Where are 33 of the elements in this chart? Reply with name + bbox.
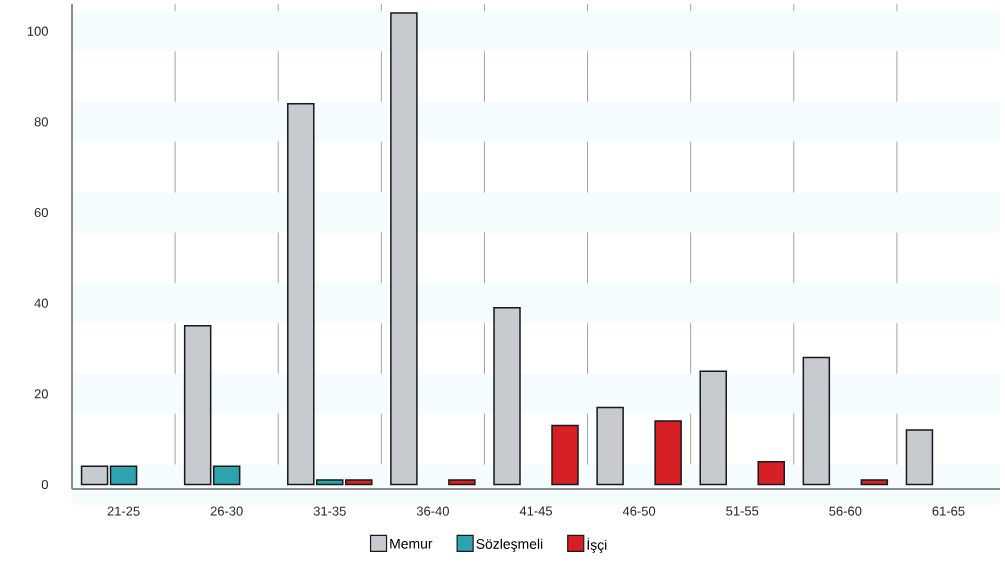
bar xyxy=(802,356,831,486)
y-tick-label: 80 xyxy=(34,117,48,127)
legend-label: İşçi xyxy=(587,537,607,553)
x-tick-label: 31-35 xyxy=(313,506,346,516)
x-tick-label: 51-55 xyxy=(726,506,759,516)
x-tick-label: 36-40 xyxy=(416,506,449,516)
bar xyxy=(212,465,241,486)
x-tick-label: 41-45 xyxy=(519,506,553,516)
y-tick-label: 40 xyxy=(34,298,48,308)
bar xyxy=(183,325,212,486)
bar xyxy=(905,429,934,486)
y-tick-label: 100 xyxy=(27,26,48,36)
bar xyxy=(596,406,624,486)
bar xyxy=(390,12,418,486)
x-tick-label: 56-60 xyxy=(829,506,862,516)
bar xyxy=(493,306,521,486)
bar xyxy=(654,420,682,486)
y-tick-label: 0 xyxy=(41,479,48,490)
x-tick-label: 46-50 xyxy=(622,506,656,516)
bar xyxy=(699,370,727,486)
y-tick-label: 60 xyxy=(34,207,48,218)
y-tick-label: 20 xyxy=(34,389,48,399)
legend-label: Sözleşmeli xyxy=(476,538,543,552)
x-tick-label: 26-30 xyxy=(210,506,243,516)
x-tick-label: 21-25 xyxy=(107,506,140,516)
legend-label: Memur xyxy=(390,538,433,549)
bar xyxy=(448,479,476,486)
bar xyxy=(860,479,889,486)
x-tick-label: 61-65 xyxy=(932,506,965,516)
bar xyxy=(80,465,109,486)
bar xyxy=(757,461,785,486)
bar xyxy=(551,424,579,486)
bar xyxy=(109,465,138,486)
